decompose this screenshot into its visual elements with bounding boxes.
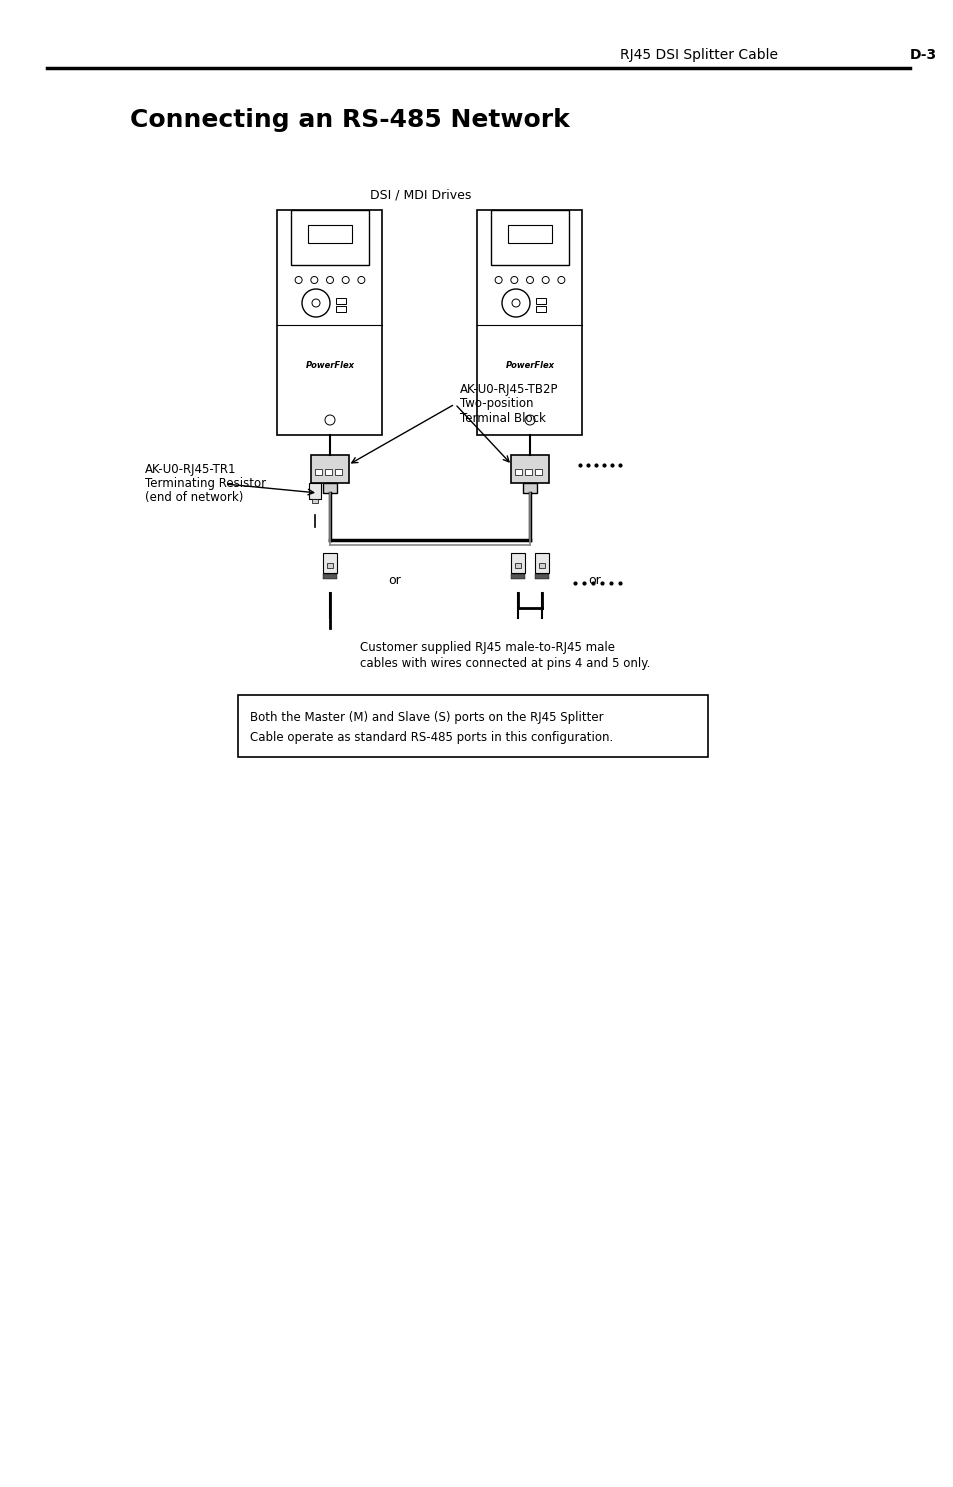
Text: or: or bbox=[388, 574, 401, 587]
Text: or: or bbox=[588, 574, 600, 587]
Text: cables with wires connected at pins 4 and 5 only.: cables with wires connected at pins 4 an… bbox=[359, 656, 650, 669]
Bar bbox=[511, 553, 524, 572]
Text: Cable operate as standard RS-485 ports in this configuration.: Cable operate as standard RS-485 ports i… bbox=[250, 730, 613, 744]
Bar bbox=[536, 297, 545, 303]
Bar bbox=[490, 210, 569, 265]
Text: (end of network): (end of network) bbox=[145, 492, 243, 504]
Bar bbox=[535, 553, 548, 572]
Bar bbox=[477, 210, 582, 436]
Bar bbox=[515, 564, 520, 568]
Text: Two-position: Two-position bbox=[459, 397, 533, 410]
Bar bbox=[524, 468, 532, 474]
Bar bbox=[535, 468, 541, 474]
Text: DSI / MDI Drives: DSI / MDI Drives bbox=[370, 189, 471, 202]
Text: AK-U0-RJ45-TB2P: AK-U0-RJ45-TB2P bbox=[459, 384, 558, 397]
Text: Both the Master (M) and Slave (S) ports on the RJ45 Splitter: Both the Master (M) and Slave (S) ports … bbox=[250, 711, 603, 724]
Bar bbox=[237, 694, 707, 757]
Bar bbox=[325, 468, 332, 474]
Text: Terminal Block: Terminal Block bbox=[459, 412, 545, 424]
Bar bbox=[535, 574, 548, 578]
Bar bbox=[335, 468, 341, 474]
Bar bbox=[308, 226, 352, 242]
Bar bbox=[511, 455, 548, 483]
Bar bbox=[311, 455, 349, 483]
Bar bbox=[515, 468, 521, 474]
Bar bbox=[538, 564, 544, 568]
Bar bbox=[309, 483, 320, 500]
Bar bbox=[508, 226, 551, 242]
Text: D-3: D-3 bbox=[909, 48, 936, 62]
Bar bbox=[335, 297, 346, 303]
Bar bbox=[323, 483, 336, 494]
Bar bbox=[312, 500, 317, 503]
Text: Terminating Resistor: Terminating Resistor bbox=[145, 477, 266, 491]
Bar bbox=[314, 468, 322, 474]
Text: RJ45 DSI Splitter Cable: RJ45 DSI Splitter Cable bbox=[619, 48, 778, 62]
Bar bbox=[291, 210, 369, 265]
Text: Connecting an RS-485 Network: Connecting an RS-485 Network bbox=[130, 109, 569, 132]
Bar bbox=[323, 574, 336, 578]
Text: PowerFlex: PowerFlex bbox=[305, 360, 355, 369]
Bar bbox=[511, 574, 524, 578]
Bar bbox=[323, 553, 336, 572]
Text: AK-U0-RJ45-TR1: AK-U0-RJ45-TR1 bbox=[145, 464, 236, 476]
Text: Customer supplied RJ45 male-to-RJ45 male: Customer supplied RJ45 male-to-RJ45 male bbox=[359, 641, 615, 654]
Bar bbox=[335, 306, 346, 312]
Bar bbox=[536, 306, 545, 312]
Text: PowerFlex: PowerFlex bbox=[505, 360, 554, 369]
Bar bbox=[327, 564, 333, 568]
Bar bbox=[277, 210, 382, 436]
Bar bbox=[522, 483, 537, 494]
